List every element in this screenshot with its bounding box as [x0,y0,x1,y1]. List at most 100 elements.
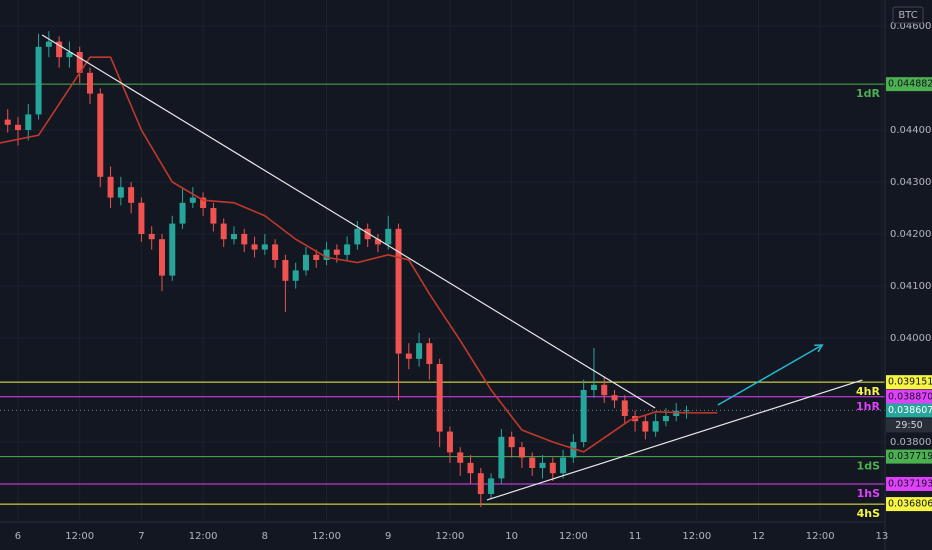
candle-body [642,421,649,432]
current-price-label: 0.038607 [888,405,932,416]
candle-body [261,244,268,250]
candle-body [673,410,680,416]
x-tick-label: 12:00 [559,531,588,542]
moving-average [0,56,718,453]
candle-body [45,41,52,47]
candle-body [488,478,495,494]
candle-body [128,187,135,203]
candle-body [230,234,237,240]
candle-body [364,228,371,240]
arrow [717,344,823,406]
candle-body [549,462,556,474]
price-box-label: 0.044882 [888,79,932,90]
candle-body [272,244,279,260]
candle-body [662,416,669,422]
candle-body [344,244,351,255]
level-label: 4hS [857,507,880,520]
price-box-label: 0.036806 [888,499,932,510]
candle-body [539,462,546,468]
price-box-label: 0.039151 [888,377,932,388]
price-box [886,497,932,512]
symbol-box [892,6,924,24]
level-label: 1dR [856,87,881,100]
price-box [886,375,932,390]
candle-body [210,208,217,224]
countdown: 29:50 [895,420,922,431]
candle-body [333,249,340,255]
price-box [886,77,932,92]
x-tick-label: 12:00 [806,531,835,542]
candle-body [148,234,155,240]
level-label: 4hR [856,385,880,398]
candle-body [508,436,515,448]
candle-body [446,431,453,453]
candle-body [66,52,73,58]
level-label: 1hR [856,400,880,413]
candle-body [158,239,165,276]
x-tick-label: 10 [505,531,518,542]
x-tick-label: 8 [262,531,268,542]
arrow-head [814,344,824,353]
candle-body [14,124,21,130]
candle-body [457,452,464,463]
x-tick-label: 6 [15,531,21,542]
x-tick-label: 12:00 [312,531,341,542]
candle-body [4,119,11,125]
x-tick-label: 12:00 [65,531,94,542]
candle-body [179,202,186,224]
countdown-box [886,418,932,433]
price-box-label: 0.038870 [888,391,932,402]
x-tick-label: 9 [385,531,391,542]
x-tick-label: 12:00 [436,531,465,542]
candle-body [282,260,289,281]
level-label: 1dS [857,460,881,473]
candle-body [302,254,309,271]
candle-body [86,72,93,94]
price-box [886,389,932,404]
trendline [486,379,863,501]
candle-body [385,228,392,245]
candle-body [601,384,608,396]
x-tick-label: 7 [138,531,144,542]
candle-body [107,176,114,198]
candle-body [56,41,63,58]
candle-body [560,457,567,474]
candle-body [477,473,484,494]
x-tick-label: 12:00 [189,531,218,542]
candle-body [189,197,196,203]
candle-body [117,187,124,198]
level-label: 1hS [857,487,880,500]
candle-body [426,343,433,364]
candle-body [467,462,474,474]
candle-body [241,234,248,245]
candle-body [580,390,587,442]
candle-body [292,270,299,281]
candle-body [652,421,659,432]
candle-body [138,202,145,234]
x-tick-label: 12:00 [682,531,711,542]
candle-body [169,223,176,276]
candle-body [611,395,618,401]
price-box-label: 0.037193 [888,478,932,489]
candle-body [405,353,412,359]
candle-body [35,46,42,115]
candle-body [220,223,227,240]
candle-body [683,410,690,412]
price-box-label: 0.037719 [888,451,932,462]
candle-body [76,52,83,73]
candle-body [395,228,402,354]
candle-body [97,93,104,177]
candle-body [323,249,330,260]
candle-body [313,254,320,260]
candle-body [25,114,32,130]
candle-body [590,384,597,390]
y-tick-label: 0.038000 [890,437,932,448]
candle-body [529,457,536,468]
candle-body [200,197,207,208]
